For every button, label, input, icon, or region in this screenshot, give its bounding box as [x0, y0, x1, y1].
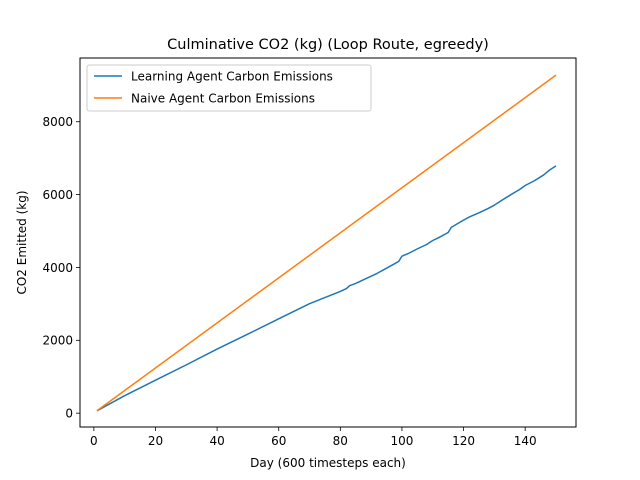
x-tick-label: 120	[452, 434, 475, 448]
x-tick-label: 60	[271, 434, 286, 448]
y-tick-label: 2000	[42, 334, 73, 348]
x-tick-label: 80	[333, 434, 348, 448]
x-tick-label: 40	[209, 434, 224, 448]
legend: Learning Agent Carbon Emissions Naive Age…	[86, 64, 372, 112]
y-tick-label: 6000	[42, 188, 73, 202]
y-tick-label: 8000	[42, 115, 73, 129]
legend-box	[86, 64, 372, 112]
x-axis-label: Day (600 timesteps each)	[250, 456, 406, 470]
chart-title: Culminative CO2 (kg) (Loop Route, egreed…	[167, 37, 489, 53]
y-tick-label: 4000	[42, 261, 73, 275]
plot-frame	[79, 57, 577, 428]
x-tick-label: 20	[148, 434, 163, 448]
x-tick-label: 0	[90, 434, 98, 448]
x-tick-label: 140	[514, 434, 537, 448]
legend-label-1: Learning Agent Carbon Emissions	[131, 69, 333, 83]
legend-label-2: Naive Agent Carbon Emissions	[131, 91, 315, 105]
y-tick-label: 0	[65, 406, 73, 420]
series-line-1	[96, 165, 557, 412]
series-line-2	[96, 74, 557, 412]
x-tick-label: 100	[390, 434, 413, 448]
y-axis-label: CO2 Emitted (kg)	[15, 190, 29, 294]
